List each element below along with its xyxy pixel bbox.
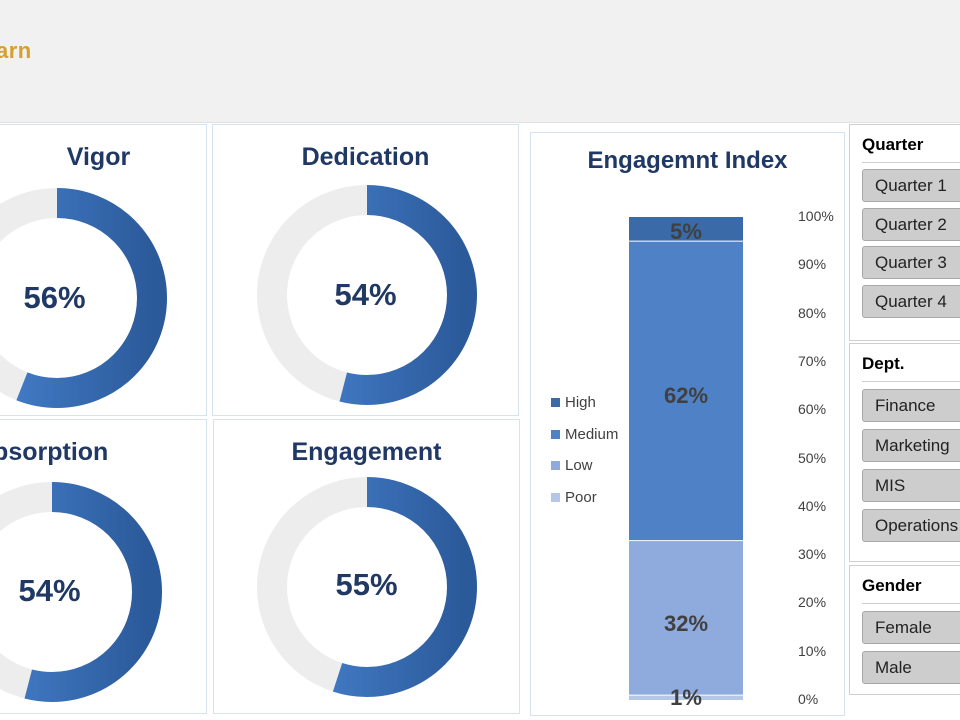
kpi-value: 56% — [23, 280, 86, 315]
chart-title: Engagemnt Index — [587, 147, 788, 174]
slicer-item-female[interactable]: Female — [862, 611, 960, 644]
bar-segment-low — [629, 540, 743, 696]
legend-swatch — [551, 429, 560, 439]
legend-label: Medium — [565, 425, 619, 443]
kpi-value: 54% — [18, 573, 81, 608]
donut-arc — [0, 482, 162, 702]
slicer-item-operations[interactable]: Operations — [862, 509, 960, 542]
bar-segment-poor — [629, 695, 743, 700]
data-label-low: 32% — [663, 611, 709, 636]
y-tick-label: 60% — [798, 401, 827, 418]
y-tick-label: 100% — [798, 208, 834, 224]
slicer-item-quarter-2[interactable]: Quarter 2 — [862, 208, 960, 241]
y-tick-label: 20% — [798, 594, 827, 611]
y-tick-label: 30% — [798, 546, 827, 563]
donut-chart — [257, 185, 477, 405]
engagement-index-chart: Engagemnt Index High Medium Low Poor 0% 10% 2… — [530, 132, 845, 716]
kpi-title: Engagement — [291, 438, 442, 466]
legend-label: High — [565, 394, 596, 411]
slicer-header: Gender — [862, 576, 922, 595]
kpi-card-engagement: Engagement 55% — [213, 419, 520, 714]
divider — [862, 603, 960, 604]
slicer-item-marketing[interactable]: Marketing — [862, 429, 960, 462]
y-tick-label: 90% — [798, 256, 827, 273]
stacked-bar-plot — [629, 217, 743, 700]
data-label-high: 5% — [670, 219, 702, 244]
kpi-title: Vigor — [66, 143, 131, 171]
divider — [862, 381, 960, 382]
slicer-item-quarter-3[interactable]: Quarter 3 — [862, 246, 960, 279]
legend-item-high: High — [551, 394, 596, 411]
slicer-dept: Dept. Finance Marketing MIS Operations — [849, 343, 960, 562]
kpi-value: 54% — [334, 277, 397, 312]
y-tick-label: 0% — [798, 691, 819, 707]
slicer-quarter: Quarter Quarter 1 Quarter 2 Quarter 3 Qu… — [849, 124, 960, 341]
slicer-item-finance[interactable]: Finance — [862, 389, 960, 422]
data-label-medium: 62% — [663, 383, 709, 408]
donut-arc — [257, 477, 477, 697]
legend-swatch — [551, 461, 560, 470]
y-tick-label: 80% — [798, 304, 827, 321]
kpi-value: 55% — [335, 567, 398, 602]
donut-arc — [257, 185, 477, 405]
slicer-gender: Gender Female Male — [849, 565, 960, 695]
legend-item-medium: Medium — [551, 426, 618, 443]
legend-label: Low — [565, 457, 593, 474]
dashboard-title: arn — [0, 38, 32, 63]
kpi-card-vigor: Vigor 56% — [0, 124, 207, 416]
y-tick-label: 40% — [798, 497, 827, 514]
legend-swatch — [551, 492, 560, 502]
legend-item-poor: Poor — [551, 489, 597, 506]
kpi-title: Absorption — [0, 438, 109, 466]
y-tick-label: 70% — [798, 352, 827, 369]
slicer-item-male[interactable]: Male — [862, 651, 960, 684]
header-banner: arn — [0, 0, 960, 123]
donut-chart — [257, 477, 477, 697]
bar-segment-high — [629, 217, 743, 242]
slicer-header: Dept. — [862, 354, 905, 373]
slicer-item-mis[interactable]: MIS — [862, 469, 960, 502]
slicer-item-quarter-1[interactable]: Quarter 1 — [862, 169, 960, 202]
legend-label: Poor — [565, 488, 597, 506]
y-tick-label: 10% — [798, 642, 827, 659]
legend-swatch — [551, 398, 560, 407]
donut-arc — [0, 188, 167, 408]
donut-chart — [0, 482, 162, 702]
slicer-header: Quarter — [862, 135, 924, 154]
legend-item-low: Low — [551, 457, 593, 474]
kpi-card-dedication: Dedication 54% — [212, 124, 519, 416]
data-label-poor: 1% — [670, 685, 702, 710]
kpi-title: Dedication — [301, 143, 430, 171]
donut-chart — [0, 188, 167, 408]
kpi-card-absorption: Absorption 54% — [0, 419, 207, 714]
divider — [862, 162, 960, 163]
slicer-item-quarter-4[interactable]: Quarter 4 — [862, 285, 960, 318]
bar-segment-medium — [629, 241, 743, 541]
y-tick-label: 50% — [798, 449, 827, 466]
